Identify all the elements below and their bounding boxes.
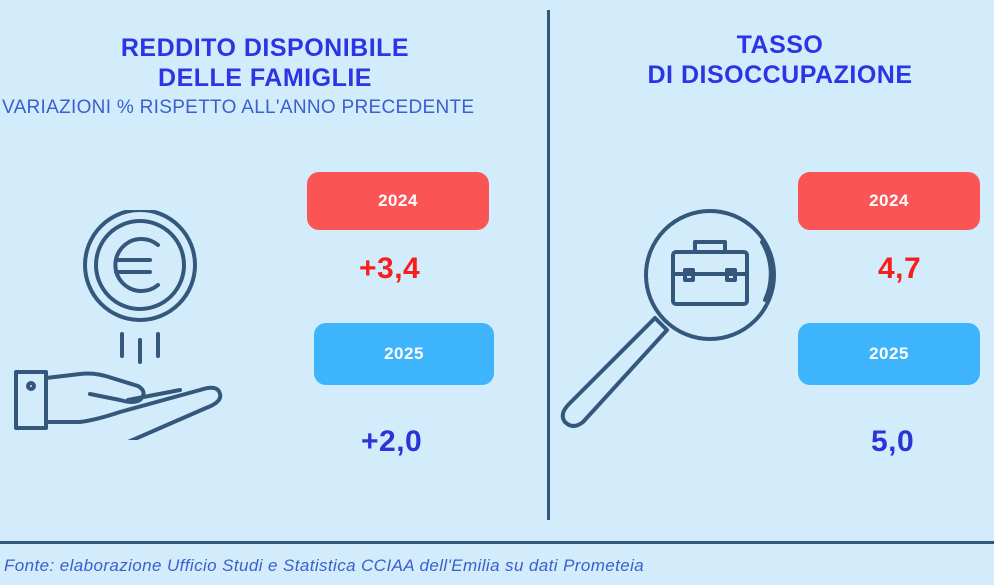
footer-source: Fonte: elaborazione Ufficio Studi e Stat… — [4, 556, 645, 575]
euro-coin-hand-icon — [14, 210, 223, 440]
magnifier-briefcase-icon — [560, 209, 776, 428]
left-subtitle: VARIAZIONI % RISPETTO ALL'ANNO PRECEDENT… — [2, 97, 475, 118]
right-title-line1: TASSO — [736, 31, 824, 59]
right-value-2024: 4,7 — [878, 252, 922, 285]
right-year-2024-label: 2024 — [869, 191, 909, 210]
left-title-line2: DELLE FAMIGLIE — [158, 64, 372, 92]
left-title-line1: REDDITO DISPONIBILE — [120, 34, 410, 62]
right-title: TASSO DI DISOCCUPAZIONE — [600, 30, 960, 90]
right-year-2024-badge: 2024 — [798, 172, 980, 230]
vertical-divider — [547, 10, 550, 520]
right-year-2025-label: 2025 — [869, 344, 909, 363]
left-year-2024-badge: 2024 — [307, 172, 489, 230]
left-value-2024: +3,4 — [359, 252, 421, 285]
left-year-2025-label: 2025 — [384, 344, 424, 363]
right-value-2025: 5,0 — [871, 425, 915, 458]
right-year-2025-badge: 2025 — [798, 323, 980, 385]
right-title-line2: DI DISOCCUPAZIONE — [647, 61, 913, 89]
left-year-2024-label: 2024 — [378, 191, 418, 210]
footer-rule — [0, 541, 994, 544]
left-year-2025-badge: 2025 — [314, 323, 494, 385]
left-value-2025: +2,0 — [361, 425, 423, 458]
left-title: REDDITO DISPONIBILE DELLE FAMIGLIE — [60, 33, 470, 93]
